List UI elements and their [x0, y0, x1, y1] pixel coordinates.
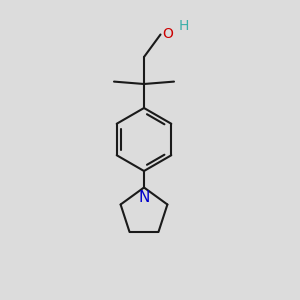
Text: O: O — [162, 27, 173, 41]
Text: N: N — [138, 190, 150, 205]
Text: H: H — [179, 19, 190, 33]
